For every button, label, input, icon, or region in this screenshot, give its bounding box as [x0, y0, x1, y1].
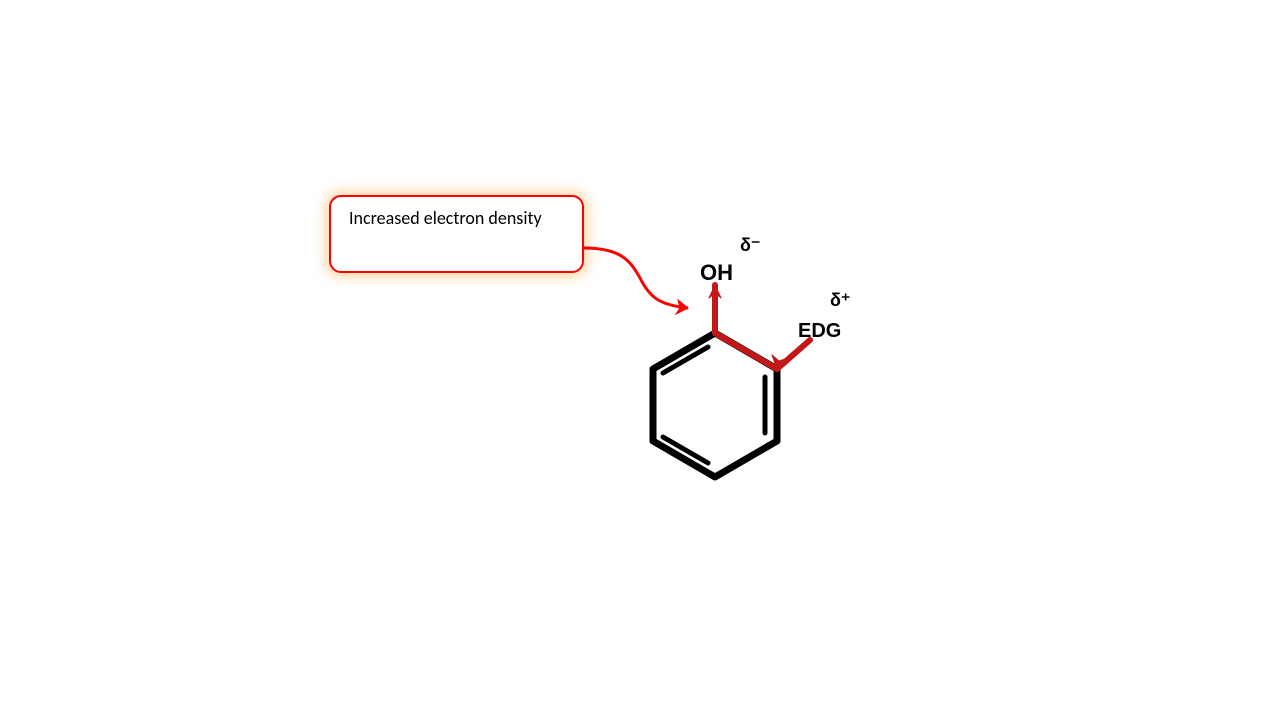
benzene-ring	[653, 333, 777, 477]
bond-to-oh-arrowhead	[709, 285, 721, 298]
red-bonds	[709, 285, 810, 369]
label-edg: EDG	[798, 320, 841, 343]
callout-box: Increased electron density	[329, 195, 584, 273]
callout-arrow-head	[676, 300, 688, 314]
benzene-hexagon	[653, 333, 777, 477]
label-delta-minus: δ⁻	[740, 235, 760, 256]
benzene-double-bonds	[663, 347, 765, 463]
label-oh: OH	[700, 260, 733, 286]
callout-arrow-path	[584, 248, 688, 308]
callout-arrow	[584, 248, 688, 314]
diagram-svg	[0, 0, 1280, 720]
double-bond-3	[663, 437, 708, 463]
bond-to-edg-arrowhead	[772, 355, 788, 369]
bond-to-edg	[715, 333, 810, 369]
label-delta-plus: δ⁺	[830, 290, 850, 311]
double-bond-1	[663, 347, 708, 373]
callout-text: Increased electron density	[349, 207, 564, 230]
